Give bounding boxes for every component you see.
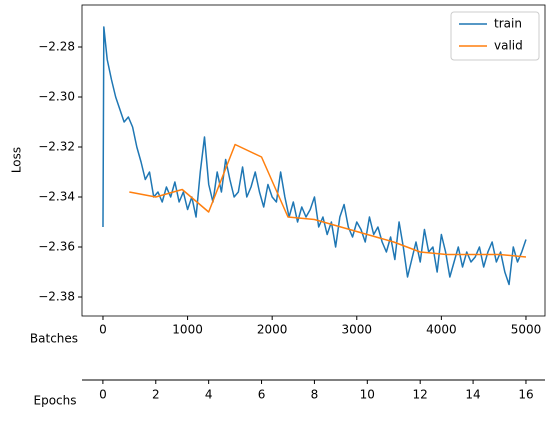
legend-label: train xyxy=(494,17,522,31)
y-tick-label: −2.32 xyxy=(38,140,75,154)
series-line xyxy=(102,26,527,286)
x2-tick-label: 12 xyxy=(413,388,428,402)
x2-tick-label: 14 xyxy=(465,388,480,402)
y-tick-label: −2.30 xyxy=(38,90,75,104)
plot-frame xyxy=(81,4,546,317)
x2-tick-label: 10 xyxy=(360,388,375,402)
x-tick-label: 5000 xyxy=(511,323,542,337)
x2-tick-label: 8 xyxy=(311,388,319,402)
series-line xyxy=(129,143,527,258)
y-tick-label: −2.36 xyxy=(38,240,75,254)
x-tick-label: 3000 xyxy=(341,323,372,337)
x2-tick-label: 2 xyxy=(152,388,160,402)
legend-label: valid xyxy=(494,39,523,53)
x-tick-label: 1000 xyxy=(172,323,203,337)
x-tick-label: 0 xyxy=(99,323,107,337)
x2-tick-label: 6 xyxy=(258,388,266,402)
y-tick-label: −2.34 xyxy=(38,190,75,204)
x2-tick-label: 16 xyxy=(518,388,533,402)
x-tick-label: 2000 xyxy=(257,323,288,337)
y-axis-label: Loss xyxy=(10,147,24,173)
x-axis-label: Batches xyxy=(30,332,78,346)
y-tick-label: −2.38 xyxy=(38,290,75,304)
x2-axis-label: Epochs xyxy=(34,394,77,408)
y-tick-label: −2.28 xyxy=(38,40,75,54)
x2-tick-label: 4 xyxy=(205,388,213,402)
x2-tick-label: 0 xyxy=(99,388,107,402)
x-tick-label: 4000 xyxy=(426,323,457,337)
